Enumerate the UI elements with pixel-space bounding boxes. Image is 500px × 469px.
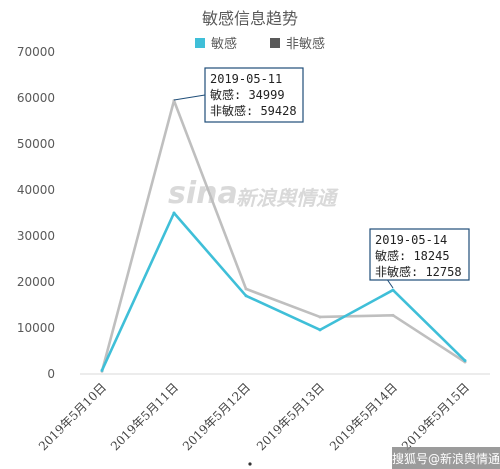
y-tick-label: 70000 (17, 45, 55, 59)
legend-swatch-1 (195, 38, 205, 48)
data-point (318, 328, 322, 332)
data-point (391, 288, 395, 292)
data-point (318, 315, 322, 319)
y-axis: 0 10000 20000 30000 40000 50000 60000 70000 (17, 45, 55, 381)
chart-title: 敏感信息趋势 (202, 9, 298, 28)
annotation-line: 2019-05-11 (210, 72, 282, 86)
data-point (463, 359, 467, 363)
y-tick-label: 20000 (17, 275, 55, 289)
legend-label-2: 非敏感 (286, 36, 325, 52)
legend-label-1: 敏感 (211, 36, 237, 52)
legend: 敏感 非敏感 (195, 36, 325, 52)
page-indicator-dot (248, 462, 252, 466)
watermark: sina 新浪舆情通 (168, 176, 339, 211)
data-point (172, 211, 176, 215)
footer-background (392, 447, 500, 469)
y-tick-label: 10000 (17, 321, 55, 335)
footer-badge: 搜狐号@新浪舆情通 (392, 447, 500, 469)
annotation-box (369, 228, 470, 281)
annotation-line: 非敏感: 12758 (375, 264, 462, 279)
watermark-logo: sina (168, 176, 238, 211)
annotation-line: 非敏感: 59428 (210, 103, 297, 118)
annotation-box (204, 67, 304, 123)
series-line-2 (100, 99, 466, 372)
watermark-text: 新浪舆情通 (236, 186, 339, 210)
y-tick-label: 0 (47, 367, 55, 381)
annotation-line: 敏感: 34999 (210, 87, 285, 102)
data-point (244, 294, 248, 298)
x-tick-label: 2019年5月13日 (254, 380, 327, 453)
series-lines (100, 99, 467, 373)
series-line-1 (100, 211, 466, 371)
y-tick-label: 40000 (17, 183, 55, 197)
data-point (244, 287, 248, 291)
footer-text: 搜狐号@新浪舆情通 (392, 451, 500, 466)
y-tick-label: 50000 (17, 137, 55, 151)
y-tick-label: 60000 (17, 91, 55, 105)
annotation-line: 2019-05-14 (375, 233, 447, 247)
x-tick-label: 2019年5月10日 (36, 380, 109, 453)
legend-swatch-2 (270, 38, 280, 48)
x-tick-label: 2019年5月12日 (180, 380, 253, 453)
x-tick-label: 2019年5月15日 (399, 380, 472, 453)
x-tick-label: 2019年5月14日 (327, 380, 400, 453)
data-point (391, 313, 395, 317)
annotation-line: 敏感: 18245 (375, 248, 450, 263)
annotation-leader (173, 94, 206, 101)
y-tick-label: 30000 (17, 229, 55, 243)
data-point (100, 368, 104, 372)
x-tick-label: 2019年5月11日 (108, 380, 181, 453)
